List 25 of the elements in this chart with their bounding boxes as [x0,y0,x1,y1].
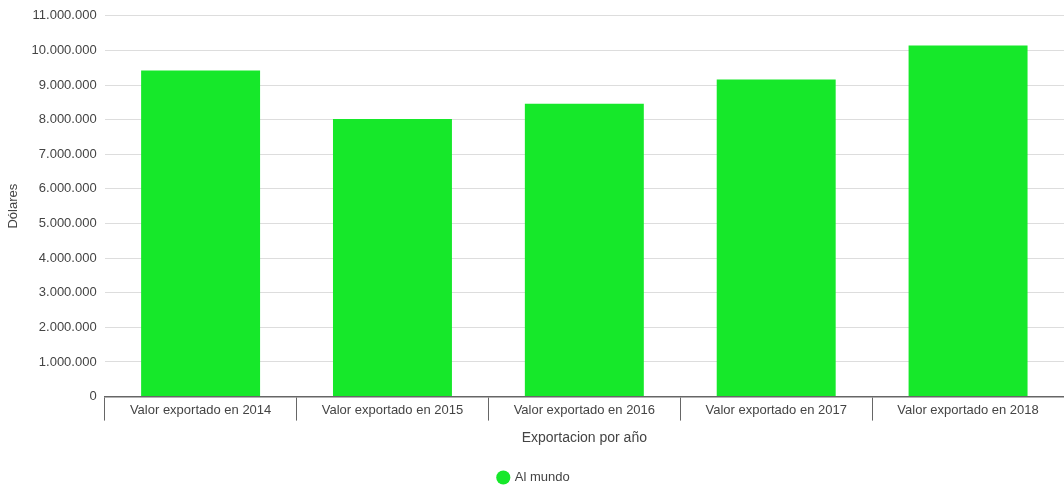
x-tick-label: Valor exportado en 2016 [513,401,656,417]
y-tick-label: 6.000.000 [38,180,97,196]
y-tick-label: 7.000.000 [38,145,97,161]
bar [524,103,644,397]
x-axis-title: Exportacion por año [521,429,648,446]
y-tick-label: 8.000.000 [38,111,97,127]
bar [908,45,1028,397]
y-tick-label: 0 [89,388,97,404]
y-tick-label: 11.000.000 [32,7,97,23]
x-tick-label: Valor exportado en 2018 [897,401,1039,417]
y-tick-label: 1.000.000 [38,353,97,369]
y-tick-label: 5.000.000 [38,215,97,231]
x-tick-label: Valor exportado en 2015 [321,401,464,417]
bar [716,79,836,397]
y-axis-title: Dólares [5,183,21,229]
legend-label: Al mundo [514,469,570,485]
x-tick-label: Valor exportado en 2017 [705,401,847,417]
y-tick-label: 4.000.000 [38,249,97,265]
y-tick-label: 10.000.000 [31,42,97,57]
bar [332,118,452,397]
x-tick-label: Valor exportado en 2014 [129,401,272,417]
y-tick-label: 2.000.000 [38,318,97,334]
y-tick-label: 3.000.000 [38,284,97,300]
bar [141,70,261,397]
y-tick-label: 9.000.000 [38,76,97,92]
